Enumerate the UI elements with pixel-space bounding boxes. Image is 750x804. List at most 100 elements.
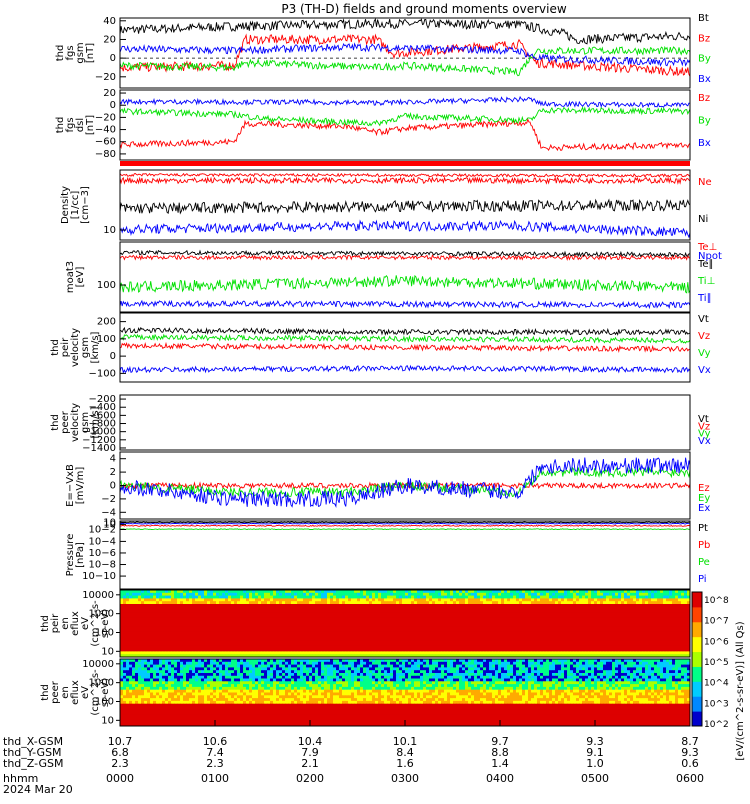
ytick-label: 0	[110, 351, 116, 362]
colorbar-tick-label: 10^8	[704, 596, 729, 606]
legend-bt: Bt	[698, 13, 709, 24]
ytick-label: 0	[110, 100, 116, 111]
ytick-label: −40	[95, 125, 116, 136]
ytick-label: 4	[110, 454, 116, 465]
ytick-label: 10−10	[82, 571, 116, 582]
colorbar-tick-label: 10^6	[704, 637, 729, 647]
colorbar-tick-label: 10^5	[704, 658, 729, 668]
series-by-line	[120, 108, 690, 126]
colorbar-label: [eV/(cm^2-s-sr-eV)] (All Qs)	[735, 621, 746, 760]
ytick-label: 2	[110, 467, 116, 478]
series-pe-line	[120, 529, 690, 530]
panel-10: 10000100010010thdpeerenefluxeV(cm^2-s-sr…	[40, 659, 690, 727]
panel-9: 10000100010010thdpeirenefluxeV(cm^2-s-sr…	[40, 590, 690, 658]
legend-ti⊥: Ti⊥	[697, 276, 715, 287]
hhmm-tick-label: 0400	[486, 772, 514, 785]
panel-6: −200−400−600−800−1000−1200−1400VtVzVyVxt…	[50, 394, 711, 454]
flag-bar	[120, 161, 690, 166]
ephemeris-value: 2.3	[206, 757, 224, 770]
series-by-line	[120, 47, 690, 76]
hhmm-tick-label: 0600	[676, 772, 704, 785]
ytick-label: 10000	[82, 590, 114, 601]
series-vt-line	[120, 328, 690, 335]
legend-vy: Vy	[698, 348, 711, 359]
ytick-label: 10	[103, 225, 116, 236]
ytick-label: 40	[103, 16, 116, 27]
ylabel: thdpeervelocitygsm[km/s]	[50, 403, 101, 442]
ylabel: E=−VxB[mV/m]	[65, 464, 86, 507]
ylabel: Density[1/cc][cm−3]	[60, 186, 91, 224]
ytick-label: 10000	[82, 659, 114, 670]
legend-vz: Vz	[698, 331, 710, 342]
series-bt-line	[120, 19, 690, 44]
legend-ni: Ni	[698, 214, 708, 225]
legend-vt: Vt	[698, 314, 709, 325]
series-bz-line	[120, 119, 690, 150]
spectrogram	[120, 590, 690, 657]
series-ti⊥-line	[120, 275, 690, 293]
spectrogram	[120, 659, 690, 726]
series-te⊥-line	[120, 255, 690, 259]
ephemeris-value: 1.4	[491, 757, 509, 770]
ytick-label: 200	[97, 317, 116, 328]
ytick-label: −60	[95, 137, 116, 148]
hhmm-tick-label: 0200	[296, 772, 324, 785]
series-ti∥-line	[120, 301, 690, 308]
series-ex-line	[120, 458, 690, 507]
hhmm-tick-label: 0500	[581, 772, 609, 785]
ytick-label: −1400	[82, 443, 116, 454]
ytick-label: 20	[103, 88, 116, 99]
legend-pi: Pi	[698, 574, 707, 585]
series-bx-line	[120, 44, 690, 66]
ylabel: thdfgsdsl[nT]	[55, 115, 96, 135]
legend-te∥: Te∥	[697, 259, 714, 270]
series-te∥-line	[120, 251, 690, 257]
ylabel: moat3[eV]	[65, 261, 86, 293]
ytick-label: 100	[97, 280, 116, 291]
ephemeris-value: 1.0	[586, 757, 604, 770]
hhmm-tick-label: 0300	[391, 772, 419, 785]
legend-by: By	[698, 116, 711, 127]
hhmm-tick-label: 0000	[106, 772, 134, 785]
ylabel: thdpeerenefluxeV(cm^2-s-sr-eV)	[40, 669, 111, 716]
colorbar-tick-label: 10^3	[704, 699, 729, 709]
legend-bz: Bz	[698, 33, 710, 44]
legend-ex: Ex	[698, 503, 710, 514]
ephemeris-label: thd_Z-GSM	[3, 757, 63, 770]
series-vz-line	[120, 343, 690, 351]
legend-pt: Pt	[698, 523, 708, 534]
hhmm-label: hhmm	[3, 772, 38, 785]
legend-pe: Pe	[698, 557, 710, 568]
series-ey-line	[120, 467, 690, 497]
panel-8: 101010−210−410−610−810−10PtPbPePiPressur…	[65, 517, 710, 589]
ytick-label: 10	[101, 646, 114, 657]
legend-bz: Bz	[698, 93, 710, 104]
ylabel: Pressure[nPa]	[65, 534, 86, 577]
legend-ti∥: Ti∥	[697, 293, 712, 304]
ytick-label: −2	[101, 494, 116, 505]
panel-5: 2001000−100VtVzVyVxthdpeirvelocitygsm[km…	[50, 313, 711, 382]
legend-pb: Pb	[698, 540, 710, 551]
series-bx-line	[120, 97, 690, 107]
legend-by: By	[698, 54, 711, 65]
time-axis: 10.76.82.3000010.67.42.3010010.47.92.102…	[3, 720, 704, 785]
panel-frame	[120, 395, 690, 450]
series-vx-line	[120, 366, 690, 373]
series-vy-line	[120, 335, 690, 343]
series-ne-line	[120, 178, 690, 184]
ytick-label: 10−6	[89, 548, 116, 559]
panel-frame	[120, 521, 690, 589]
ephemeris-value: 2.3	[111, 757, 129, 770]
colorbar-tick-label: 10^2	[704, 720, 729, 730]
colorbar-tick-label: 10^7	[704, 617, 729, 627]
ytick-label: 10−2	[89, 525, 116, 536]
legend-te⊥: Te⊥	[697, 242, 717, 253]
ytick-label: 0	[110, 53, 116, 64]
series-trace-line	[120, 174, 690, 177]
ylabel: thdpeirenefluxeV(cm^2-s-sr-eV)	[40, 600, 111, 647]
